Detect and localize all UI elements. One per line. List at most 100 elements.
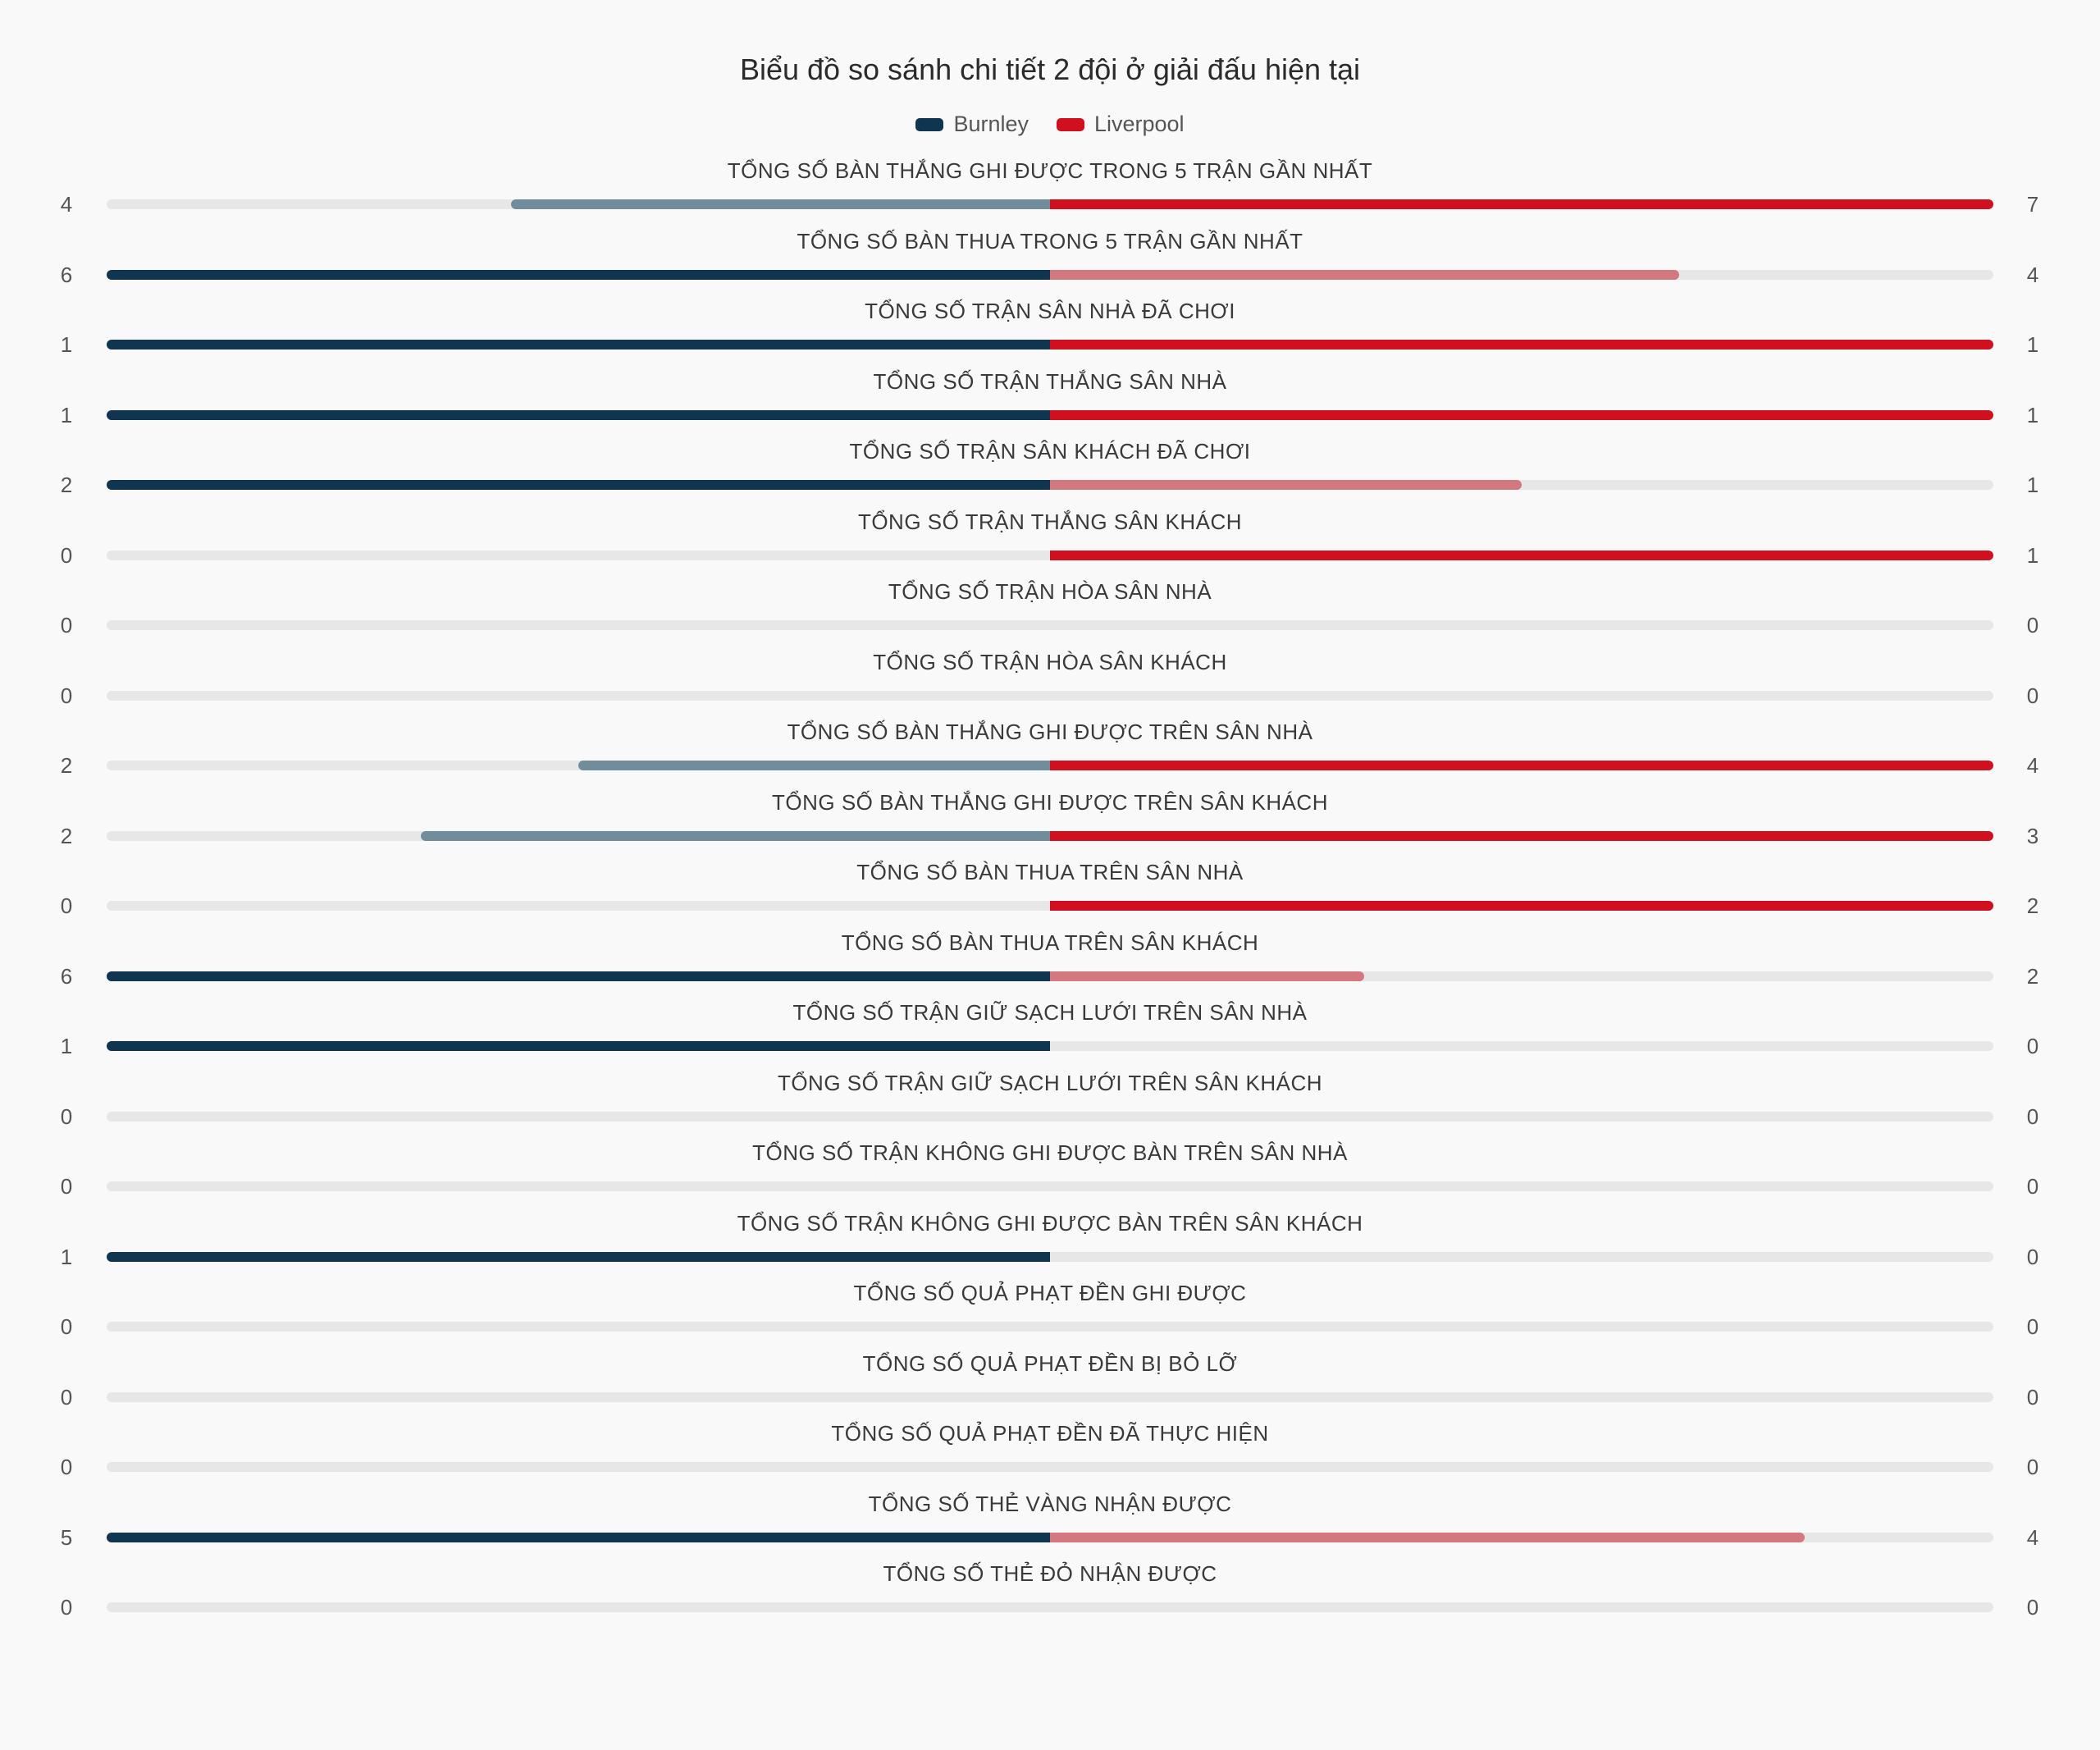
row-label: TỔNG SỐ BÀN THẮNG GHI ĐƯỢC TRÊN SÂN NHÀ (787, 720, 1313, 744)
liverpool-value-label: 0 (2026, 1455, 2039, 1479)
liverpool-value-label: 1 (2026, 332, 2039, 357)
bar-track (107, 761, 1993, 770)
burnley-bar[interactable] (107, 269, 1050, 280)
liverpool-bar[interactable] (1050, 830, 1993, 841)
chart-legend: Burnley Liverpool (0, 112, 2100, 137)
burnley-value-label: 6 (60, 963, 73, 989)
bar-track (107, 409, 1993, 420)
liverpool-value-label: 0 (2026, 1034, 2039, 1058)
row-label: TỔNG SỐ TRẬN SÂN KHÁCH ĐÃ CHƠI (849, 439, 1251, 464)
bar-track (107, 620, 1993, 630)
burnley-value-label: 2 (60, 823, 73, 848)
burnley-value-label: 0 (60, 542, 73, 568)
burnley-value-label: 2 (60, 753, 73, 778)
row-label: TỔNG SỐ TRẬN GIỮ SẠCH LƯỚI TRÊN SÂN KHÁC… (777, 1070, 1323, 1095)
liverpool-value-label: 0 (2026, 1244, 2039, 1269)
burnley-value-label: 1 (60, 332, 73, 357)
burnley-value-label: 5 (60, 1524, 73, 1550)
row-label: TỔNG SỐ TRẬN SÂN NHÀ ĐÃ CHƠI (865, 299, 1235, 323)
row-label: TỔNG SỐ THẺ VÀNG NHẬN ĐƯỢC (868, 1491, 1232, 1516)
row-label: TỔNG SỐ TRẬN GIỮ SẠCH LƯỚI TRÊN SÂN NHÀ (792, 1000, 1308, 1025)
row-label: TỔNG SỐ TRẬN KHÔNG GHI ĐƯỢC BÀN TRÊN SÂN… (737, 1210, 1363, 1236)
burnley-bar[interactable] (107, 971, 1050, 981)
liverpool-bar[interactable] (1050, 1532, 1805, 1542)
legend-swatch-burnley (915, 117, 944, 131)
liverpool-value-label: 1 (2026, 473, 2039, 497)
burnley-value-label: 1 (60, 402, 73, 427)
legend-item-burnley[interactable]: Burnley (915, 112, 1029, 137)
liverpool-value-label: 0 (2026, 683, 2039, 708)
burnley-value-label: 0 (60, 1174, 73, 1199)
burnley-value-label: 1 (60, 1034, 73, 1058)
burnley-bar[interactable] (510, 199, 1050, 209)
legend-label-burnley: Burnley (953, 112, 1029, 136)
legend-label-liverpool: Liverpool (1093, 112, 1185, 136)
bar-track (107, 971, 1993, 981)
legend-swatch-liverpool (1056, 117, 1084, 131)
bar-track (107, 690, 1993, 701)
liverpool-bar[interactable] (1050, 409, 1993, 420)
burnley-bar[interactable] (107, 340, 1050, 350)
burnley-value-label: 0 (60, 613, 73, 637)
burnley-value-label: 2 (60, 473, 73, 497)
row-label: TỔNG SỐ BÀN THUA TRÊN SÂN NHÀ (856, 860, 1244, 884)
liverpool-value-label: 2 (2026, 893, 2039, 918)
burnley-bar[interactable] (107, 409, 1050, 420)
burnley-value-label: 0 (60, 1314, 73, 1339)
burnley-bar[interactable] (107, 1251, 1050, 1262)
bar-track (107, 1111, 1993, 1122)
liverpool-value-label: 0 (2026, 1314, 2039, 1339)
liverpool-value-label: 3 (2026, 823, 2039, 848)
bar-track (107, 199, 1993, 209)
legend-item-liverpool[interactable]: Liverpool (1056, 112, 1185, 137)
liverpool-bar[interactable] (1050, 199, 1993, 209)
liverpool-bar[interactable] (1050, 480, 1522, 490)
burnley-value-label: 6 (60, 262, 73, 287)
liverpool-bar[interactable] (1050, 269, 1679, 280)
row-label: TỔNG SỐ TRẬN KHÔNG GHI ĐƯỢC BÀN TRÊN SÂN… (752, 1140, 1348, 1165)
row-label: TỔNG SỐ BÀN THUA TRONG 5 TRẬN GẦN NHẤT (797, 228, 1303, 254)
liverpool-bar[interactable] (1050, 761, 1993, 770)
liverpool-value-label: 0 (2026, 613, 2039, 637)
liverpool-value-label: 0 (2026, 1384, 2039, 1410)
burnley-value-label: 0 (60, 1595, 73, 1620)
liverpool-bar[interactable] (1050, 550, 1993, 560)
bar-track (107, 1532, 1993, 1542)
bar-track (107, 830, 1993, 841)
burnley-bar[interactable] (107, 1041, 1050, 1051)
burnley-value-label: 0 (60, 893, 73, 918)
bar-track (107, 1391, 1993, 1402)
row-label: TỔNG SỐ QUẢ PHẠT ĐỀN BỊ BỎ LỠ (862, 1350, 1238, 1376)
liverpool-value-label: 7 (2026, 192, 2039, 217)
liverpool-bar[interactable] (1050, 901, 1993, 911)
bar-track (107, 550, 1993, 560)
burnley-value-label: 0 (60, 683, 73, 708)
row-label: TỔNG SỐ BÀN THẮNG GHI ĐƯỢC TRONG 5 TRẬN … (727, 158, 1373, 183)
liverpool-bar[interactable] (1050, 971, 1365, 981)
bar-track (107, 1181, 1993, 1191)
liverpool-value-label: 1 (2026, 402, 2039, 427)
burnley-value-label: 0 (60, 1384, 73, 1410)
liverpool-value-label: 0 (2026, 1595, 2039, 1620)
burnley-bar[interactable] (107, 1532, 1050, 1542)
burnley-bar[interactable] (578, 761, 1050, 770)
liverpool-bar[interactable] (1050, 340, 1993, 350)
row-label: TỔNG SỐ TRẬN HÒA SÂN KHÁCH (873, 649, 1227, 674)
burnley-bar[interactable] (421, 830, 1050, 841)
bar-track (107, 480, 1993, 490)
row-label: TỔNG SỐ QUẢ PHẠT ĐỀN GHI ĐƯỢC (853, 1281, 1247, 1305)
burnley-value-label: 0 (60, 1103, 73, 1129)
row-label: TỔNG SỐ BÀN THUA TRÊN SÂN KHÁCH (841, 930, 1259, 955)
bar-track (107, 1462, 1993, 1472)
liverpool-value-label: 2 (2026, 963, 2039, 989)
burnley-bar[interactable] (107, 480, 1050, 490)
burnley-value-label: 0 (60, 1455, 73, 1479)
liverpool-value-label: 0 (2026, 1174, 2039, 1199)
row-label: TỔNG SỐ BÀN THẮNG GHI ĐƯỢC TRÊN SÂN KHÁC… (771, 789, 1328, 815)
liverpool-value-label: 4 (2026, 262, 2039, 287)
bar-track (107, 1602, 1993, 1612)
bar-track (107, 269, 1993, 280)
chart-title: Biểu đồ so sánh chi tiết 2 đội ở giải đấ… (739, 53, 1361, 86)
liverpool-value-label: 0 (2026, 1103, 2039, 1129)
